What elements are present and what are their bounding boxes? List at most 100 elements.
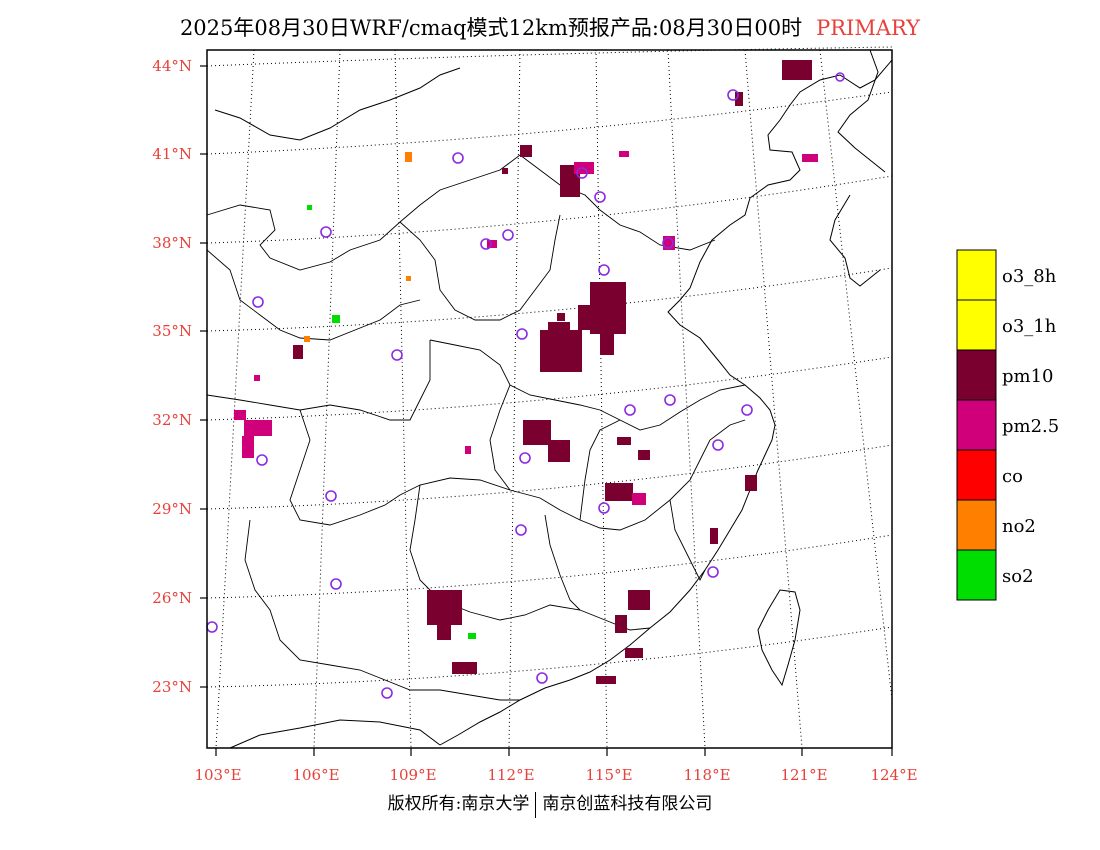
city-marker bbox=[381, 687, 393, 699]
lat-label: 29°N bbox=[152, 500, 192, 518]
city-marker bbox=[252, 296, 264, 308]
pm10-cell bbox=[578, 305, 598, 330]
legend: o3_8h o3_1h pm10 pm2.5 co no2 so2 bbox=[956, 249, 1059, 601]
copyright-company: 南京创蓝科技有限公司 bbox=[542, 794, 713, 814]
city-markers bbox=[206, 72, 845, 699]
city-marker bbox=[741, 404, 753, 416]
lon-label: 115°E bbox=[585, 766, 632, 784]
map-frame bbox=[206, 49, 893, 749]
city-marker bbox=[325, 490, 337, 502]
pm25-areas bbox=[234, 151, 818, 505]
pm25-cell bbox=[487, 240, 497, 248]
legend-label: pm2.5 bbox=[1002, 416, 1059, 437]
city-marker bbox=[320, 226, 332, 238]
pm25-cell bbox=[242, 436, 254, 458]
copyright-owner: 版权所有:南京大学 bbox=[387, 794, 530, 814]
legend-label: pm10 bbox=[1002, 366, 1054, 387]
pm25-cell bbox=[234, 410, 246, 420]
pm10-cell bbox=[735, 92, 743, 106]
pm10-cell bbox=[540, 330, 582, 372]
legend-swatch-o3-8h bbox=[956, 249, 997, 301]
city-marker bbox=[594, 191, 606, 203]
city-marker bbox=[519, 452, 531, 464]
parallels bbox=[206, 46, 893, 688]
pm25-cell bbox=[244, 420, 272, 436]
no2-areas bbox=[304, 152, 412, 342]
pm10-cell bbox=[523, 420, 551, 445]
pm10-cell bbox=[628, 590, 650, 610]
lat-label: 41°N bbox=[152, 145, 192, 163]
pm10-cell bbox=[615, 615, 627, 633]
city-marker bbox=[480, 238, 492, 250]
pm25-cell bbox=[465, 446, 471, 454]
primary-tag: PRIMARY bbox=[816, 16, 921, 40]
lon-label: 103°E bbox=[194, 766, 241, 784]
footer-divider bbox=[535, 791, 537, 818]
city-marker bbox=[707, 566, 719, 578]
legend-swatch-o3-1h bbox=[956, 299, 997, 351]
pm10-cell bbox=[617, 437, 631, 445]
lat-label: 32°N bbox=[152, 411, 192, 429]
city-marker bbox=[256, 454, 268, 466]
map-title: 2025年08月30日WRF/cmaq模式12km预报产品:08月30日00时 P… bbox=[0, 12, 1100, 42]
city-marker bbox=[727, 89, 739, 101]
pm10-cell bbox=[625, 648, 643, 658]
copyright-footer: 版权所有:南京大学 南京创蓝科技有限公司 bbox=[0, 789, 1100, 818]
legend-label: so2 bbox=[1002, 566, 1034, 587]
pm10-cell bbox=[600, 330, 614, 355]
pm10-cell bbox=[502, 168, 508, 174]
city-marker bbox=[391, 349, 403, 361]
lon-label: 124°E bbox=[870, 766, 917, 784]
so2-areas bbox=[307, 205, 476, 639]
legend-swatch-co bbox=[956, 449, 997, 501]
legend-label: no2 bbox=[1002, 516, 1036, 537]
city-marker bbox=[515, 524, 527, 536]
pm10-cell bbox=[605, 483, 633, 501]
pm10-cell bbox=[596, 676, 616, 684]
lat-label: 35°N bbox=[152, 322, 192, 340]
pm10-cell bbox=[548, 440, 570, 462]
city-marker bbox=[624, 404, 636, 416]
pm10-cell bbox=[520, 145, 532, 157]
lat-label: 44°N bbox=[152, 57, 192, 75]
pm10-cell bbox=[437, 620, 451, 640]
lat-label: 38°N bbox=[152, 234, 192, 252]
no2-cell bbox=[406, 276, 411, 281]
meridians bbox=[215, 49, 893, 749]
latitude-labels: 44°N 41°N 38°N 35°N 32°N 29°N 26°N 23°N bbox=[152, 57, 192, 696]
pm10-areas bbox=[293, 60, 812, 684]
city-marker bbox=[330, 578, 342, 590]
no2-cell bbox=[304, 336, 310, 342]
coastline bbox=[214, 49, 893, 749]
lon-label: 118°E bbox=[683, 766, 730, 784]
lon-label: 112°E bbox=[487, 766, 534, 784]
pm10-cell bbox=[293, 345, 303, 359]
legend-label: co bbox=[1002, 466, 1023, 487]
pm25-cell bbox=[802, 154, 818, 162]
pm25-cell bbox=[619, 151, 629, 157]
legend-swatch-no2 bbox=[956, 499, 997, 551]
axis-ticks bbox=[200, 65, 893, 756]
pm25-cell bbox=[632, 493, 646, 505]
city-marker bbox=[452, 152, 464, 164]
legend-swatch-pm25 bbox=[956, 399, 997, 451]
province-borders bbox=[206, 154, 746, 701]
lat-label: 26°N bbox=[152, 589, 192, 607]
pm10-cell bbox=[548, 322, 570, 334]
so2-cell bbox=[468, 633, 476, 639]
lat-label: 23°N bbox=[152, 678, 192, 696]
legend-swatch-so2 bbox=[956, 549, 997, 601]
city-marker bbox=[576, 167, 588, 179]
city-marker bbox=[712, 439, 724, 451]
city-marker bbox=[835, 72, 845, 82]
pm10-cell bbox=[452, 662, 477, 674]
pm10-cell bbox=[745, 475, 757, 491]
city-marker bbox=[502, 229, 514, 241]
legend-label: o3_8h bbox=[1002, 266, 1057, 287]
lon-label: 121°E bbox=[780, 766, 827, 784]
city-marker bbox=[662, 237, 674, 249]
longitude-labels: 103°E 106°E 109°E 112°E 115°E 118°E 121°… bbox=[194, 766, 917, 784]
city-marker bbox=[536, 672, 548, 684]
legend-label: o3_1h bbox=[1002, 316, 1057, 337]
